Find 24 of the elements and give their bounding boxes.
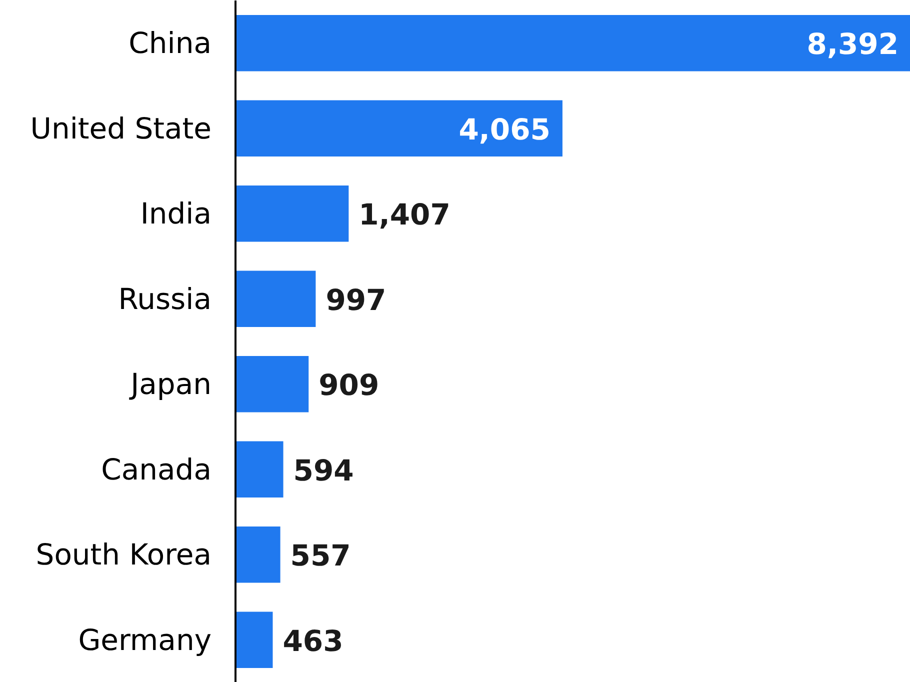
y-tick-label: India <box>140 196 212 231</box>
y-tick-label: Canada <box>101 452 212 486</box>
data-label: 8,392 <box>806 27 899 62</box>
bar <box>236 612 273 668</box>
y-tick-label: South Korea <box>36 538 212 572</box>
bar <box>236 100 562 157</box>
data-label: 557 <box>290 538 351 573</box>
data-label: 463 <box>282 624 344 658</box>
bar <box>236 14 910 72</box>
data-label: 1,407 <box>358 198 450 232</box>
data-label: 909 <box>318 368 380 402</box>
bar <box>236 356 309 412</box>
y-tick-label: China <box>128 26 212 60</box>
bar <box>236 270 316 328</box>
data-label: 594 <box>293 453 354 488</box>
bar <box>236 441 284 498</box>
y-tick-label: United State <box>30 111 212 146</box>
y-tick-label: Japan <box>128 367 212 402</box>
bar <box>236 526 280 583</box>
data-label: 4,065 <box>458 112 550 146</box>
y-tick-label: Russia <box>118 282 212 316</box>
y-tick-label: Germany <box>78 622 212 657</box>
bar <box>236 185 349 242</box>
data-label: 997 <box>326 282 386 317</box>
